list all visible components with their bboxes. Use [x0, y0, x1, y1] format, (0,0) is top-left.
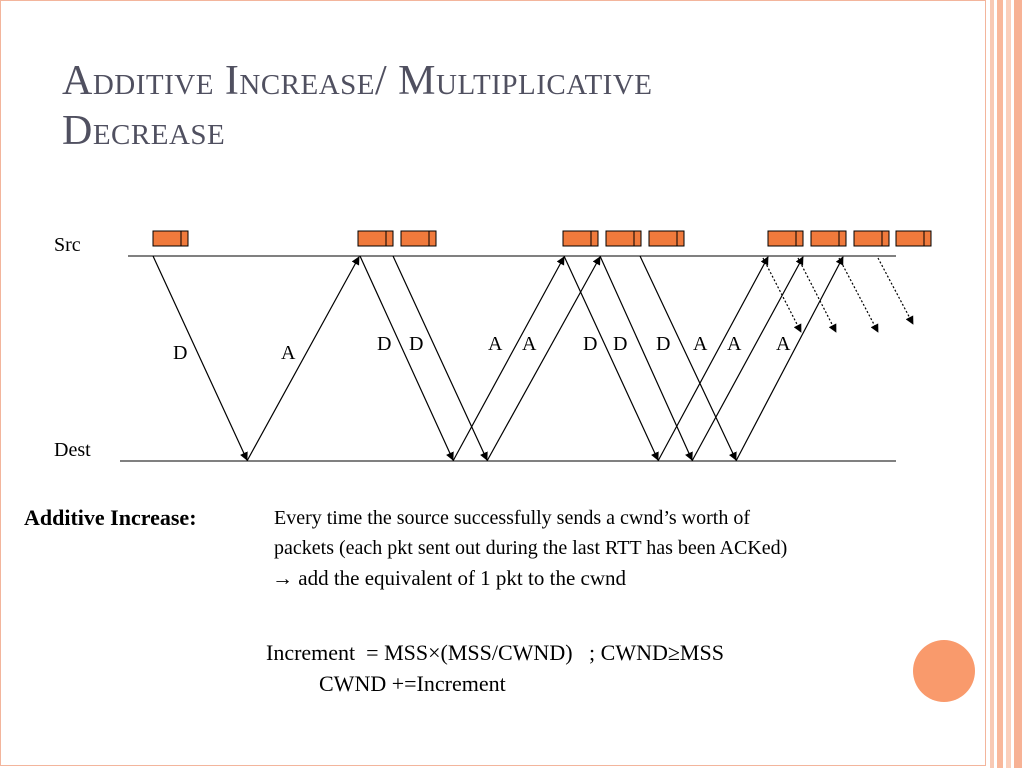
additive-increase-line-1: Every time the source successfully sends…	[274, 507, 750, 529]
data-arrow	[639, 255, 737, 461]
packet	[605, 230, 642, 247]
packet	[767, 230, 804, 247]
data-arrow	[392, 255, 488, 461]
additive-increase-label: Additive Increase:	[24, 505, 197, 530]
right-arrow-icon: →	[272, 566, 293, 590]
dotted-data-arrow	[877, 257, 914, 325]
additive-increase-line-2: packets (each pkt sent out during the la…	[274, 537, 788, 559]
packet	[400, 230, 437, 247]
packet	[648, 230, 685, 247]
flow-label: A	[776, 333, 791, 355]
ack-arrow	[691, 256, 804, 462]
packets	[152, 230, 932, 247]
flow-label: A	[488, 333, 503, 355]
slide-frame	[0, 0, 986, 766]
right-stripe-2	[997, 0, 1003, 768]
packet	[357, 230, 394, 247]
ack-arrow	[452, 256, 565, 462]
flow-label: D	[173, 342, 187, 364]
flow-label: D	[377, 333, 391, 355]
data-arrow	[563, 255, 659, 461]
right-stripe-3	[1006, 0, 1011, 768]
src-label: Src	[54, 234, 81, 256]
right-stripe-1	[990, 0, 994, 768]
data-arrow	[599, 255, 693, 461]
decorative-circle	[913, 640, 975, 702]
flow-label: D	[583, 333, 597, 355]
dotted-data-arrow	[762, 257, 802, 333]
increment-formula: Increment = MSS×(MSS/CWND) ; CWND≥MSS	[266, 640, 724, 665]
title-line-2: Decrease	[62, 108, 226, 154]
flow-label: A	[281, 342, 296, 364]
ack-arrow	[657, 256, 769, 462]
packet	[853, 230, 890, 247]
flow-label: A	[522, 333, 537, 355]
ack-arrow	[486, 256, 601, 462]
flow-labels: D A D D A A D D D A A A	[173, 333, 791, 364]
flow-arrows	[152, 255, 844, 462]
dotted-data-arrow	[797, 257, 837, 333]
flow-label: D	[409, 333, 423, 355]
flow-label: D	[613, 333, 627, 355]
dotted-data-arrow	[838, 257, 879, 333]
data-arrow	[152, 255, 248, 461]
packet	[562, 230, 599, 247]
flow-label: A	[693, 333, 708, 355]
flow-label: A	[727, 333, 742, 355]
additive-increase-line-3-text: add the equivalent of 1 pkt to the cwnd	[298, 566, 626, 590]
dest-label: Dest	[54, 439, 91, 461]
cwnd-update-formula: CWND +=Increment	[319, 671, 506, 696]
packet	[810, 230, 847, 247]
title-line-1: Additive Increase/ Multiplicative	[62, 58, 653, 104]
additive-increase-line-3: → add the equivalent of 1 pkt to the cwn…	[272, 566, 626, 591]
packet	[895, 230, 932, 247]
right-stripe-4	[1014, 0, 1022, 768]
slide-title: Additive Increase/ Multiplicative Decrea…	[62, 56, 653, 156]
data-arrow	[359, 255, 454, 461]
flow-label: D	[656, 333, 670, 355]
packet	[152, 230, 189, 247]
ack-arrow	[246, 256, 360, 462]
ack-arrow	[735, 256, 844, 462]
next-round-arrows	[762, 257, 914, 333]
